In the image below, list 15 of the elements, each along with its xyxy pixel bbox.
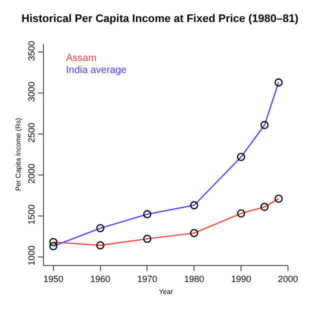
- y-tick-label: 1000: [26, 245, 36, 266]
- x-tick-label: 1970: [137, 274, 158, 284]
- x-tick-label: 1960: [90, 274, 110, 284]
- text: Assam: [66, 53, 97, 64]
- y-tick-label: 3000: [26, 82, 36, 102]
- x-tick-label: 1980: [184, 274, 204, 284]
- chart-title: Historical Per Capita Income at Fixed Price (1980–81): [22, 13, 299, 26]
- x-tick-label: 1950: [43, 274, 64, 284]
- y-tick-label: 3500: [26, 40, 36, 61]
- text: India average: [66, 65, 128, 76]
- y-tick-label: 2000: [26, 164, 36, 184]
- y-tick-label: 1500: [26, 204, 36, 225]
- y-tick-label: 2500: [26, 122, 36, 143]
- x-tick-label: 1990: [231, 274, 252, 284]
- x-tick-label: 2000: [278, 274, 298, 284]
